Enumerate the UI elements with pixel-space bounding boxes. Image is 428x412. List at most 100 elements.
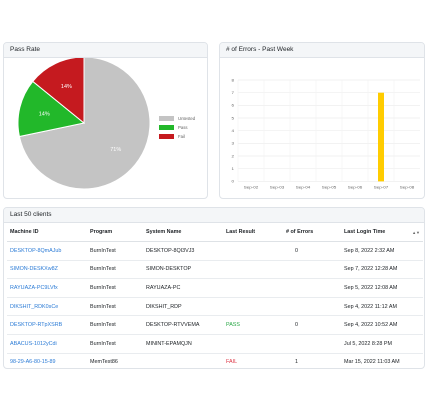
pass-rate-chart: 71% 14% 14% <box>4 56 207 198</box>
x-tick-label: Sep-04 <box>296 185 311 190</box>
y-tick-label: 6 <box>231 103 234 108</box>
legend-item-fail[interactable]: Fail <box>159 132 195 141</box>
system-name-cell <box>143 352 223 368</box>
errors-card: # of Errors - Past Week 0 1 2 3 4 5 6 7 8 Sep-02 S… <box>219 42 425 199</box>
pie-slice-pass[interactable] <box>17 80 86 138</box>
col-machine-id[interactable]: Machine ID <box>7 223 87 242</box>
program-cell: MemTest86 <box>87 352 143 368</box>
machine-id-link[interactable]: 98-29-A6-80-15-89 <box>7 352 87 368</box>
machine-id-link[interactable]: ABACUS-1012yCdi <box>7 333 87 354</box>
legend-label: Fail <box>178 134 185 139</box>
x-tick-label: Sep-03 <box>270 185 285 190</box>
x-tick-label: Sep-02 <box>244 185 259 190</box>
table-row[interactable]: SIMON-DESKXw8Z BurnInTest SIMON-DESKTOP Sep… <box>7 259 423 279</box>
pass-rate-card: Pass Rate 71% 14% 14% Untested Pass Fail <box>3 42 208 199</box>
last-login-cell: Sep 5, 2022 12:08 AM <box>341 278 423 298</box>
errors-cell: 1 <box>283 352 341 368</box>
col-last-login[interactable]: Last Login Time ▲▼ <box>341 223 423 242</box>
pie-legend: Untested Pass Fail <box>159 114 195 141</box>
table-row[interactable]: 98-29-A6-80-15-89 MemTest86 FAIL 1 Mar 15, 2… <box>7 352 423 368</box>
pass-rate-title: Pass Rate <box>4 43 207 58</box>
x-tick-label: Sep-05 <box>322 185 337 190</box>
pie-slice-label: 14% <box>39 111 50 117</box>
errors-cell <box>283 278 341 298</box>
errors-cell: 0 <box>283 315 341 335</box>
system-name-cell: SIMON-DESKTOP <box>143 259 223 279</box>
y-tick-label: 4 <box>231 128 234 133</box>
legend-swatch <box>159 116 174 121</box>
y-tick-label: 7 <box>231 90 234 95</box>
pie-slice-label: 14% <box>61 84 72 90</box>
last-result-cell <box>223 259 283 279</box>
last-result-cell: FAIL <box>223 352 283 368</box>
last-login-cell: Sep 4, 2022 11:12 AM <box>341 296 423 316</box>
machine-id-link[interactable]: SIMON-DESKXw8Z <box>7 259 87 279</box>
x-tick-label: Sep-08 <box>400 185 415 190</box>
pie-slice-fail[interactable] <box>32 56 85 125</box>
system-name-cell: DESKTOP-8QI3VJ3 <box>143 241 223 261</box>
system-name-cell: MININT-EPAMQJN <box>143 333 223 354</box>
errors-cell <box>283 296 341 316</box>
bar-sep-07[interactable] <box>378 92 384 182</box>
machine-id-link[interactable]: DIKSHIT_RDK0sCe <box>7 296 87 316</box>
program-cell: BurnInTest <box>87 241 143 261</box>
clients-table: Machine ID Program System Name Last Resu… <box>7 223 423 368</box>
col-last-login-label: Last Login Time <box>344 229 386 235</box>
errors-cell: 0 <box>283 241 341 261</box>
pie-slice-label: 71% <box>110 147 121 153</box>
col-system-name[interactable]: System Name <box>143 223 223 242</box>
machine-id-link[interactable]: DESKTOP-8QmAJub <box>7 241 87 261</box>
x-tick-label: Sep-06 <box>348 185 363 190</box>
clients-title: Last 50 clients <box>4 208 424 223</box>
last-login-cell: Sep 7, 2022 12:28 AM <box>341 259 423 279</box>
legend-label: Pass <box>178 125 188 130</box>
table-header-row: Machine ID Program System Name Last Resu… <box>7 223 423 242</box>
clients-card: Last 50 clients Machine ID Program Syste… <box>3 207 425 369</box>
table-row[interactable]: DESKTOP-8QmAJub BurnInTest DESKTOP-8QI3VJ3… <box>7 241 423 261</box>
y-tick-label: 3 <box>231 141 234 146</box>
program-cell: BurnInTest <box>87 296 143 316</box>
legend-item-pass[interactable]: Pass <box>159 123 195 132</box>
errors-cell <box>283 259 341 279</box>
col-last-result[interactable]: Last Result <box>223 223 283 242</box>
y-tick-label: 0 <box>231 179 234 184</box>
machine-id-link[interactable]: RAYUAZA-PC9LVfx <box>7 278 87 298</box>
program-cell: BurnInTest <box>87 333 143 354</box>
last-result-cell <box>223 278 283 298</box>
program-cell: BurnInTest <box>87 278 143 298</box>
system-name-cell: DESKTOP-RTVVEMA <box>143 315 223 335</box>
errors-cell <box>283 333 341 354</box>
y-tick-label: 8 <box>231 78 234 83</box>
legend-label: Untested <box>178 116 196 121</box>
legend-swatch <box>159 125 174 130</box>
last-result-cell <box>223 333 283 354</box>
machine-id-link[interactable]: DESKTOP-RTpXSRB <box>7 315 87 335</box>
program-cell: BurnInTest <box>87 315 143 335</box>
y-tick-label: 5 <box>231 116 234 121</box>
sort-icon[interactable]: ▲▼ <box>412 230 420 235</box>
errors-title: # of Errors - Past Week <box>220 43 424 58</box>
col-errors[interactable]: # of Errors <box>283 223 341 242</box>
last-result-cell <box>223 296 283 316</box>
table-row[interactable]: DESKTOP-RTpXSRB BurnInTest DESKTOP-RTVVEMA… <box>7 315 423 335</box>
last-result-cell <box>223 241 283 261</box>
x-tick-label: Sep-07 <box>374 185 389 190</box>
last-login-cell: Mar 15, 2022 11:03 AM <box>341 352 423 368</box>
program-cell: BurnInTest <box>87 259 143 279</box>
legend-item-untested[interactable]: Untested <box>159 114 195 123</box>
y-tick-label: 2 <box>231 154 234 159</box>
last-login-cell: Sep 8, 2022 2:32 AM <box>341 241 423 261</box>
table-row[interactable]: RAYUAZA-PC9LVfx BurnInTest RAYUAZA-PC Sep 5… <box>7 278 423 298</box>
system-name-cell: DIKSHIT_RDP <box>143 296 223 316</box>
last-result-cell: PASS <box>223 315 283 335</box>
table-row[interactable]: ABACUS-1012yCdi BurnInTest MININT-EPAMQJN J… <box>7 333 423 354</box>
col-program[interactable]: Program <box>87 223 143 242</box>
last-login-cell: Sep 4, 2022 10:52 AM <box>341 315 423 335</box>
errors-bar-chart: 0 1 2 3 4 5 6 7 8 Sep-02 Sep-03 Sep-04 Sep-05 Sep-06 S… <box>231 78 420 190</box>
pie-chart: 71% 14% 14% <box>17 56 151 190</box>
y-tick-label: 1 <box>231 166 234 171</box>
legend-swatch <box>159 134 174 139</box>
system-name-cell: RAYUAZA-PC <box>143 278 223 298</box>
last-login-cell: Jul 5, 2022 8:28 PM <box>341 333 423 354</box>
table-row[interactable]: DIKSHIT_RDK0sCe BurnInTest DIKSHIT_RDP Sep … <box>7 296 423 316</box>
